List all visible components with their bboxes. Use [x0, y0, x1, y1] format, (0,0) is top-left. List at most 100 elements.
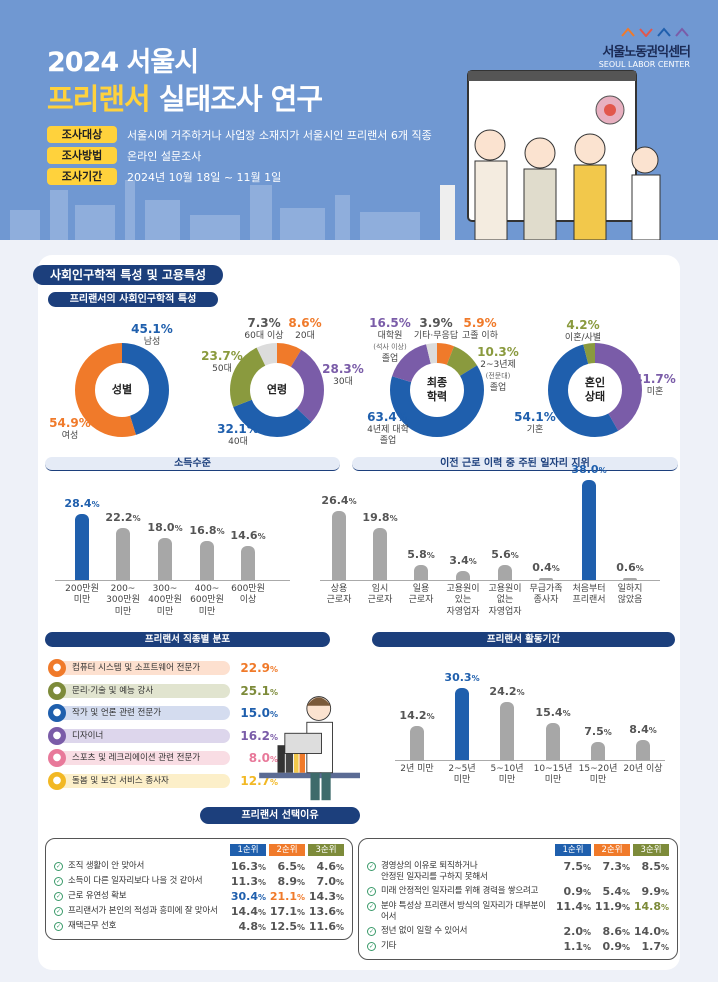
slice-label: 30대	[333, 377, 353, 387]
duration-bar	[546, 723, 560, 760]
duration-value-label: 30.3%	[444, 671, 480, 684]
history-bar	[414, 564, 428, 580]
income-value-label: 16.8%	[189, 523, 225, 537]
info-label: 조사기간	[47, 168, 117, 185]
duration-bar	[500, 702, 514, 760]
reason-row: ✓ 소득이 다른 일자리보다 나을 것 같아서 11.3% 8.9% 7.0%	[54, 875, 344, 889]
occupation-title: 프리랜서 직종별 분포	[45, 632, 330, 647]
reason-value: 1.1%	[563, 940, 591, 954]
slice-value: 7.3%	[247, 316, 281, 330]
occupation-label: 문리·기술 및 예능 강사	[58, 683, 230, 698]
history-bar	[332, 510, 346, 580]
check-circle-icon: ✓	[54, 922, 63, 932]
info-method: 조사방법 온라인 설문조사	[47, 147, 201, 164]
reason-row: ✓ 분야 특성상 프리랜서 방식의 일자리가 대부분이어서 11.4% 11.9% 14…	[367, 901, 669, 923]
duration-category-label: 2~5년 미만	[448, 764, 476, 786]
slice-note: (석사 이상)	[373, 343, 407, 352]
income-category-label: 200만원 미만	[65, 584, 99, 606]
duration-value-label: 14.2%	[399, 709, 435, 723]
duration-category-label: 2년 미만	[400, 764, 434, 774]
occupation-item: ● 스포츠 및 레크리에이션 관련 전문가 8.0%	[48, 749, 278, 767]
reason-value: 4.8%	[238, 920, 266, 934]
rank-header: 1순위	[555, 844, 591, 856]
occupation-item: ● 문리·기술 및 예능 강사 25.1%	[48, 681, 278, 700]
header-banner: 2024 서울시 프리랜서 실태조사 연구 조사대상 서울시에 거주하거나 사업장…	[0, 0, 718, 240]
rank-header-row: 1순위 2순위 3순위	[367, 844, 669, 856]
reason-value: 30.4%	[230, 890, 266, 904]
reason-value: 14.3%	[308, 890, 344, 904]
reason-label: 프리랜서가 본인의 적성과 흥미에 잘 맞아서	[68, 906, 218, 917]
income-category-label: 200~ 300만원 미만	[106, 584, 140, 617]
reason-value: 8.9%	[277, 875, 305, 889]
duration-category-label: 20년 이상	[623, 764, 663, 774]
design-icon: ●	[48, 726, 66, 745]
donut-center-gender: 성별	[111, 383, 133, 396]
logo-mark-icon	[621, 27, 689, 38]
rank-header: 2순위	[269, 844, 305, 856]
income-axis	[55, 580, 290, 581]
income-bar	[116, 528, 130, 580]
duration-value-label: 8.4%	[629, 723, 657, 737]
duration-bar	[410, 726, 424, 760]
slice-note: (전문대)	[485, 372, 511, 381]
history-category-label: 일하지 않았음	[617, 584, 643, 606]
reason-value: 12.5%	[269, 920, 305, 934]
occupation-label: 컴퓨터 시스템 및 소프트웨어 전문가	[58, 661, 230, 675]
check-circle-icon: ✓	[367, 902, 376, 912]
occupation-label: 돌봄 및 보건 서비스 종사자	[58, 773, 230, 788]
history-value-label: 38.0%	[571, 463, 607, 476]
occupation-label: 작가 및 언론 관련 전문가	[58, 706, 230, 720]
reason-value: 7.0%	[316, 875, 344, 889]
reason-value: 7.5%	[563, 860, 591, 873]
marital-slice-1	[548, 343, 642, 437]
marital-label: 4.2% 이혼/사별	[548, 318, 618, 344]
donut-center-age: 연령	[266, 383, 288, 396]
income-value-label: 18.0%	[147, 521, 183, 535]
age-slice-1	[230, 343, 324, 437]
duration-value-label: 24.2%	[489, 685, 525, 699]
slice-label: 기혼	[526, 425, 544, 435]
slice-label: 졸업	[381, 353, 399, 364]
occupation-value: 22.9%	[240, 661, 278, 675]
duration-value-label: 7.5%	[584, 725, 612, 739]
section-title: 사회인구학적 특성 및 고용특성	[33, 265, 223, 285]
occupation-label: 디자이너	[58, 728, 230, 743]
reason-value: 1.7%	[641, 940, 669, 954]
slice-value: 54.1%	[514, 410, 556, 424]
demographics-title: 프리랜서의 사회인구학적 특성	[48, 292, 218, 307]
check-circle-icon: ✓	[54, 877, 63, 887]
duration-category-label: 15~20년 미만	[578, 764, 618, 786]
reason-row: ✓ 기타 1.1% 0.9% 1.7%	[367, 941, 669, 953]
reason-label: 분야 특성상 프리랜서 방식의 일자리가 대부분이어서	[381, 901, 546, 923]
occupation-item: ● 컴퓨터 시스템 및 소프트웨어 전문가 22.9%	[48, 659, 278, 677]
history-title: 이전 근로 이력 중 주된 일자리 지위	[352, 457, 678, 471]
check-circle-icon: ✓	[367, 927, 376, 937]
reason-value: 0.9%	[563, 885, 591, 899]
history-bar	[498, 565, 512, 580]
info-label: 조사대상	[47, 126, 117, 143]
computer-icon: ●	[48, 659, 66, 677]
title-line-2: 프리랜서 실태조사 연구	[47, 76, 323, 118]
income-category-label: 300~ 400만원 미만	[148, 584, 182, 617]
info-text: 서울시에 거주하거나 사업장 소재지가 서울시인 프리랜서 6개 직종	[127, 128, 432, 142]
check-circle-icon: ✓	[54, 862, 63, 871]
reason-value: 17.1%	[269, 905, 305, 919]
reason-value: 7.3%	[602, 860, 630, 873]
duration-title: 프리랜서 활동기간	[372, 632, 675, 647]
duration-category-label: 10~15년 미만	[533, 764, 573, 786]
slice-value: 41.7%	[634, 372, 676, 386]
occupation-value: 8.0%	[248, 751, 278, 765]
check-circle-icon: ✓	[367, 887, 376, 897]
info-target: 조사대상 서울시에 거주하거나 사업장 소재지가 서울시인 프리랜서 6개 직종	[47, 126, 432, 143]
rank-header: 1순위	[230, 844, 266, 856]
slice-label: 50대	[212, 364, 232, 374]
reason-row: ✓ 근로 유연성 확보 30.4% 21.1% 14.3%	[54, 891, 344, 903]
rank-header-row: 1순위 2순위 3순위	[54, 844, 344, 856]
woman-laptop-illustration	[259, 696, 360, 801]
slice-value: 10.3%	[477, 345, 519, 359]
history-category-label: 고용원이 없는 자영업자	[488, 584, 522, 617]
history-axis	[320, 580, 660, 581]
reason-row: ✓ 조직 생활이 안 맞아서 16.3% 6.5% 4.6%	[54, 860, 344, 873]
slice-value: 8.6%	[288, 316, 322, 330]
education-label: 10.3% 2~3년제 (전문대) 졸업	[463, 345, 533, 394]
